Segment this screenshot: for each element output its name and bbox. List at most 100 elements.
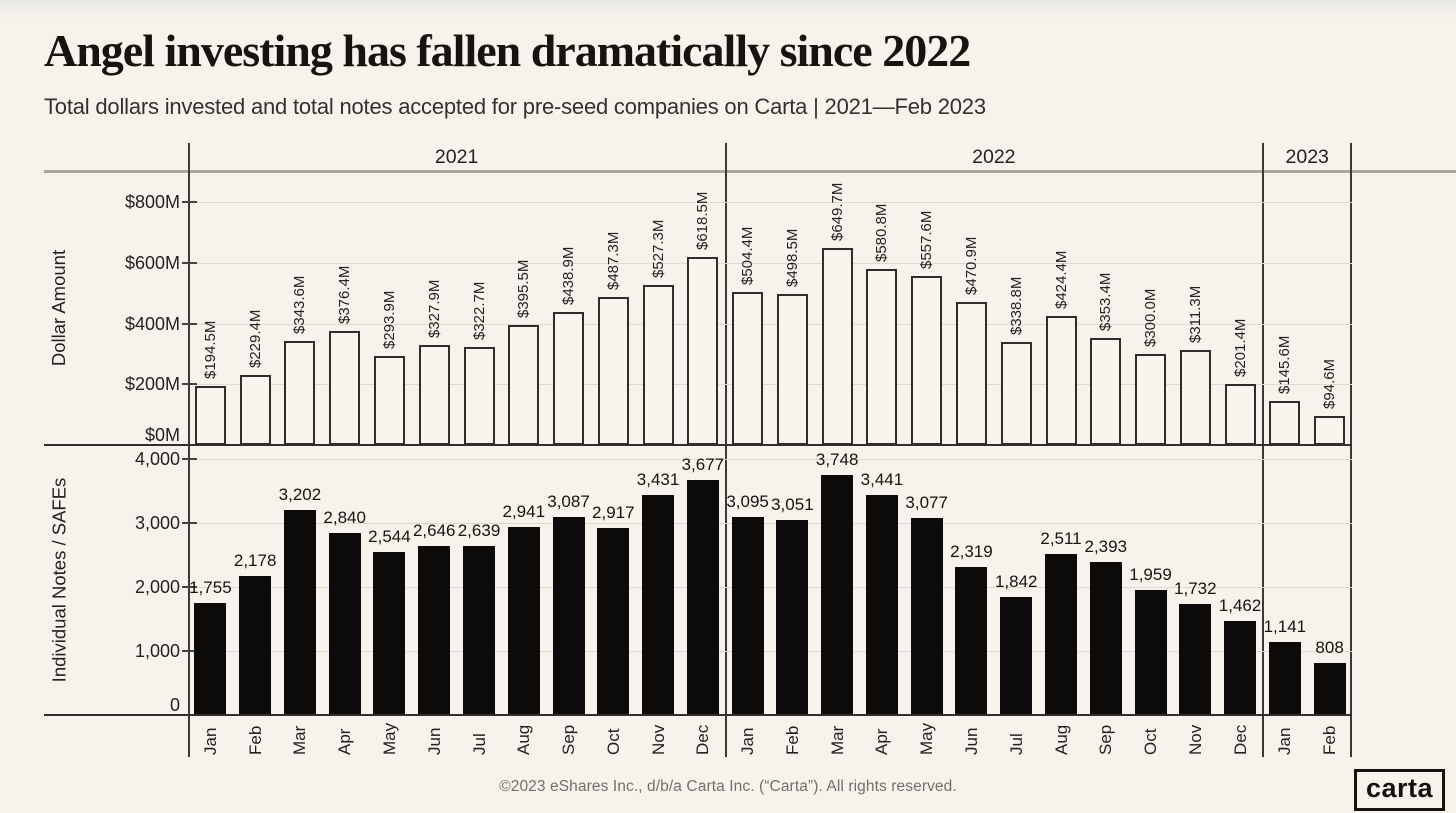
bar-value-label: 2,639 — [457, 521, 501, 541]
bar-dollar-amount — [508, 324, 540, 445]
bar-value-label: 3,677 — [681, 454, 725, 474]
bar-value-label: $194.5M — [201, 320, 219, 379]
bar-notes-safes — [194, 602, 227, 715]
bar-value-label: $470.9M — [962, 236, 980, 295]
gridline — [188, 587, 1352, 588]
bar-dollar-amount — [1269, 400, 1301, 445]
chart-frame-line — [188, 143, 190, 757]
y-tick-label: $400M — [124, 313, 180, 334]
chart-frame-line — [1262, 143, 1264, 757]
bar-notes-safes — [597, 528, 630, 715]
chart-frame-line — [1350, 143, 1352, 757]
bar-value-label: $498.5M — [783, 228, 801, 287]
bar-dollar-amount — [1045, 316, 1077, 445]
month-label: Aug — [514, 724, 534, 755]
bar-value-label: $618.5M — [694, 191, 712, 251]
copyright-text: ©2023 eShares Inc., d/b/a Carta Inc. (“C… — [499, 778, 957, 795]
y-tick-label: 3,000 — [134, 513, 180, 533]
month-label: Feb — [782, 725, 802, 755]
bar-notes-safes — [463, 546, 495, 715]
bar-value-label: 2,393 — [1084, 536, 1128, 556]
panel-divider-line — [44, 443, 1352, 447]
gridline — [188, 262, 1352, 264]
bar-value-label: 3,431 — [636, 470, 680, 490]
bar-dollar-amount — [418, 345, 450, 445]
bar-value-label: 1,462 — [1218, 596, 1262, 616]
y-tick-label: $800M — [124, 192, 180, 212]
y-axis-tick — [182, 458, 197, 460]
bar-value-label: $580.8M — [873, 203, 891, 262]
y-axis-tick — [182, 201, 197, 203]
bar-dollar-amount — [1314, 416, 1346, 445]
month-label: Dec — [1230, 724, 1250, 755]
bar-dollar-amount — [1224, 383, 1256, 445]
month-label: Oct — [1141, 728, 1161, 755]
bar-notes-safes — [552, 517, 585, 715]
bar-value-label: $395.5M — [515, 259, 533, 318]
bar-notes-safes — [1134, 589, 1167, 715]
y-tick-label: 4,000 — [134, 449, 180, 469]
month-label: Mar — [827, 725, 847, 755]
bar-value-label: 2,544 — [368, 527, 411, 547]
y-tick-label: $200M — [124, 374, 180, 395]
month-label: May — [917, 722, 937, 755]
gridline — [188, 651, 1352, 652]
y-tick-label: 0 — [169, 695, 180, 715]
y-axis-tick — [182, 650, 197, 652]
bar-value-label: $338.8M — [1007, 276, 1025, 336]
bar-dollar-amount — [1179, 350, 1211, 445]
month-label: Sep — [559, 724, 579, 755]
bar-dollar-amount — [1090, 337, 1122, 445]
y-axis-title-text: Individual Notes / SAFEs — [48, 477, 69, 683]
bar-value-label: $376.4M — [336, 265, 354, 324]
bar-notes-safes — [776, 519, 809, 715]
gridline — [188, 202, 1352, 203]
month-label: Jun — [424, 727, 444, 755]
y-tick-label: $0M — [144, 425, 180, 445]
chart-title: Angel investing has fallen dramatically … — [44, 25, 971, 76]
month-label: Apr — [872, 728, 892, 755]
bar-notes-safes — [1045, 554, 1077, 715]
bar-dollar-amount — [732, 291, 764, 445]
carta-logo: carta — [1353, 769, 1445, 811]
bar-value-label: 3,441 — [860, 469, 904, 489]
year-band-rule — [44, 170, 1456, 173]
window-top-edge — [0, 0, 1456, 20]
bar-notes-safes — [731, 516, 764, 715]
bar-value-label: 3,051 — [771, 494, 814, 514]
bar-dollar-amount — [687, 257, 719, 445]
bar-value-label: $343.6M — [291, 275, 309, 334]
bar-value-label: 1,959 — [1129, 564, 1172, 584]
bar-value-label: 3,095 — [726, 491, 769, 511]
y-tick-label: 1,000 — [134, 641, 180, 661]
y-axis-tick — [182, 322, 197, 325]
y-tick-label: $600M — [124, 252, 180, 273]
bar-dollar-amount — [866, 268, 898, 445]
bar-value-label: 1,842 — [994, 572, 1038, 592]
month-label: Jan — [200, 727, 220, 755]
month-label: Aug — [1051, 724, 1071, 755]
year-label: 2022 — [972, 146, 1016, 168]
bar-notes-safes — [1313, 663, 1346, 715]
bar-dollar-amount — [955, 301, 987, 445]
month-label: Nov — [1185, 724, 1205, 755]
y-axis-title-text: Dollar Amount — [48, 249, 70, 367]
chart-frame-line — [725, 143, 727, 757]
bar-value-label: $201.4M — [1231, 318, 1249, 377]
y-tick-label: 2,000 — [134, 577, 180, 597]
month-label: May — [379, 722, 399, 755]
bar-value-label: $327.9M — [425, 280, 443, 339]
bar-value-label: 3,087 — [547, 492, 590, 512]
bar-dollar-amount — [597, 296, 629, 445]
bar-notes-safes — [283, 510, 316, 715]
year-label: 2021 — [434, 146, 479, 168]
bar-dollar-amount — [329, 330, 361, 445]
bar-dollar-amount — [642, 284, 674, 445]
y-axis-tick — [182, 522, 197, 524]
bar-notes-safes — [1179, 604, 1212, 715]
bar-value-label: 2,941 — [502, 501, 546, 521]
bar-dollar-amount — [821, 247, 853, 445]
year-label: 2023 — [1285, 146, 1329, 168]
gridline — [188, 459, 1352, 460]
